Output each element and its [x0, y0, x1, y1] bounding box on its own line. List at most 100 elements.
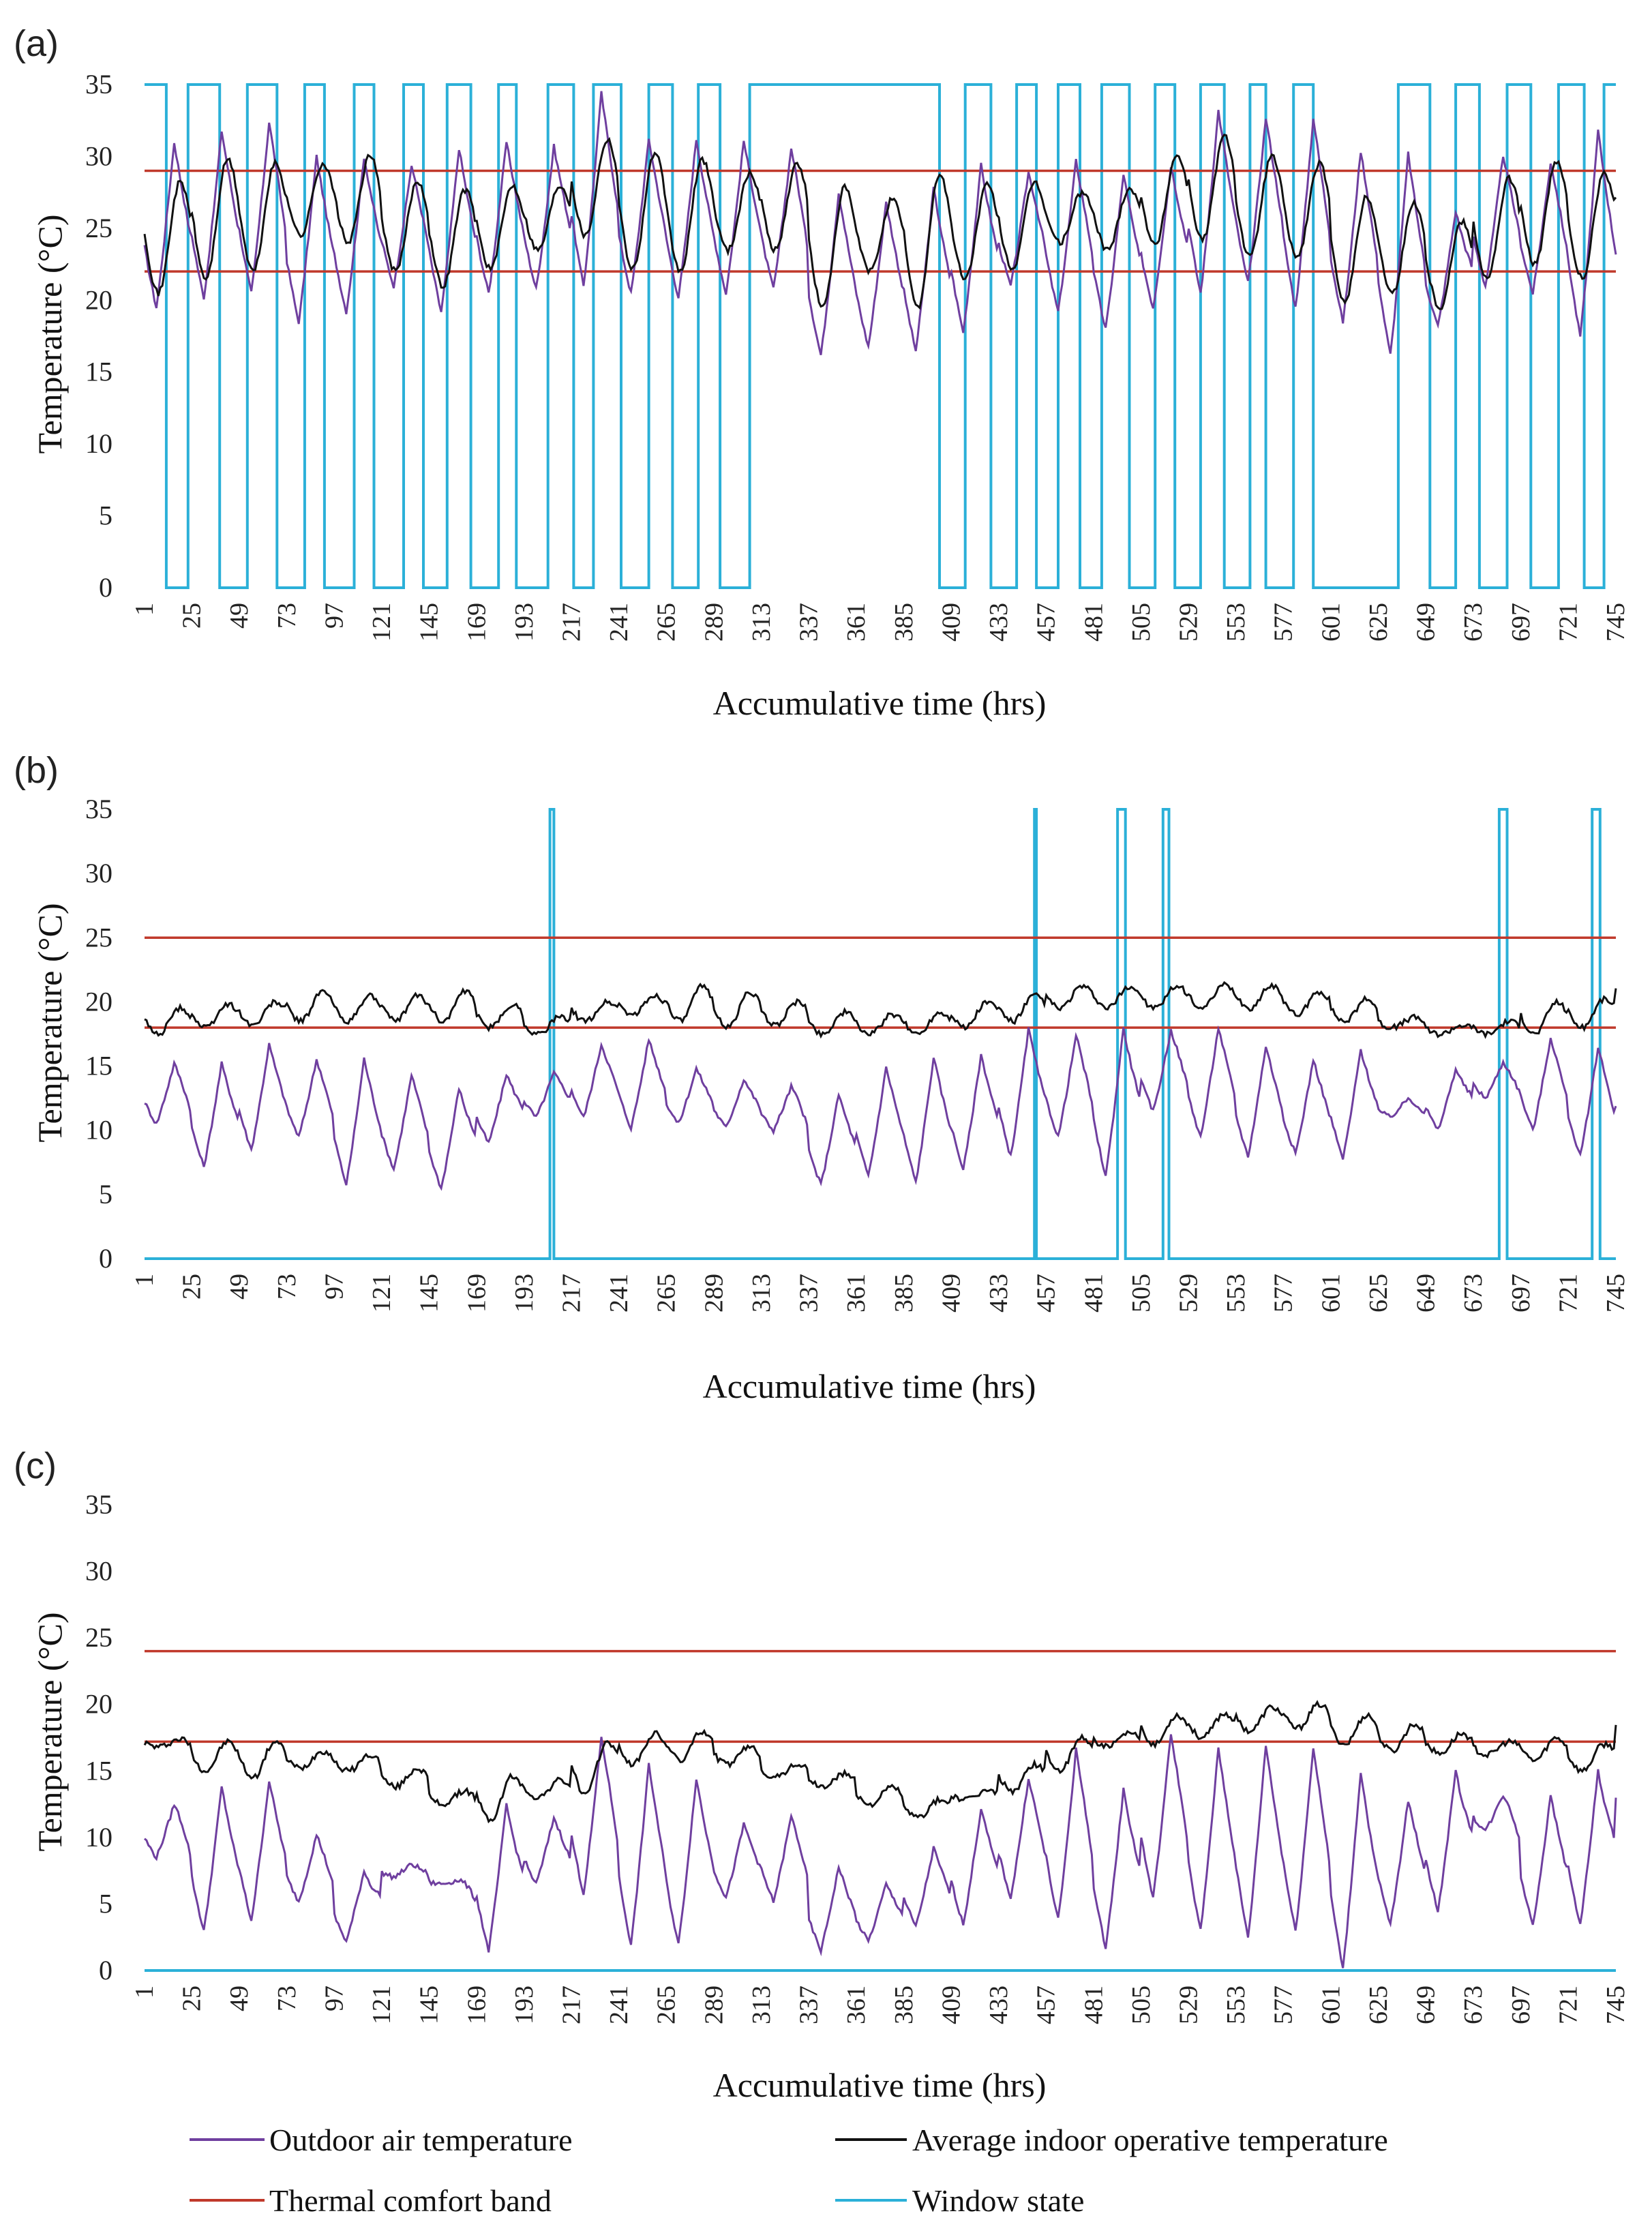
panel-a-xtick: 433 — [985, 603, 1013, 642]
panel-c-xtick: 217 — [558, 1985, 586, 2024]
panel-a-xtick: 697 — [1507, 603, 1535, 642]
panel-a-xtick: 1 — [130, 603, 159, 616]
panel-c-xtick: 697 — [1507, 1985, 1535, 2024]
panel-b-ytick: 35 — [85, 794, 112, 824]
panel-b-ytick: 0 — [99, 1243, 112, 1274]
panel-c-xtick: 649 — [1412, 1985, 1441, 2024]
panel-b-xtick: 529 — [1174, 1274, 1203, 1313]
panel-c-xtick: 25 — [178, 1985, 207, 2011]
panel-a-xtick: 121 — [367, 603, 396, 642]
panel-b-ytick: 10 — [85, 1115, 112, 1145]
panel-b-xtick: 553 — [1222, 1274, 1250, 1313]
panel-b-xtick: 337 — [795, 1274, 824, 1313]
panel-a-xtick: 481 — [1079, 603, 1108, 642]
panel-c-xtick: 361 — [842, 1985, 871, 2024]
panel-b-xtick: 577 — [1270, 1274, 1298, 1313]
panel-a-ytick: 35 — [85, 69, 112, 100]
panel-a-xtick: 73 — [273, 603, 301, 629]
panel-b-xtick: 169 — [462, 1274, 491, 1313]
legend-label-indoor: Average indoor operative temperature — [912, 2123, 1388, 2157]
panel-a-xtick: 193 — [510, 603, 539, 642]
panel-a-xtick: 505 — [1127, 603, 1156, 642]
legend-label-comfort: Thermal comfort band — [269, 2183, 552, 2218]
panel-c-xtick: 385 — [890, 1985, 918, 2024]
panel-a-xtick: 673 — [1459, 603, 1488, 642]
panel-c-xtick: 481 — [1079, 1985, 1108, 2024]
panel-b-xtick: 649 — [1412, 1274, 1441, 1313]
panel-a-xtick: 529 — [1174, 603, 1203, 642]
panel-c-xtick: 505 — [1127, 1985, 1156, 2024]
panel-b-xtick: 265 — [652, 1274, 681, 1313]
panel-a-xtick: 409 — [937, 603, 965, 642]
panel-c-ytick: 20 — [85, 1689, 112, 1720]
panel-c-ytick: 30 — [85, 1556, 112, 1587]
panel-c-xtick: 721 — [1554, 1985, 1582, 2024]
panel-a-xtick: 337 — [795, 603, 824, 642]
panel-b-label: (b) — [14, 750, 59, 791]
panel-c-xtick: 193 — [510, 1985, 539, 2024]
panel-b-ytick: 30 — [85, 858, 112, 888]
legend-label-outdoor: Outdoor air temperature — [269, 2123, 572, 2157]
panel-c-xlabel: Accumulative time (hrs) — [713, 2066, 1047, 2104]
panel-a-xtick: 313 — [747, 603, 776, 642]
panel-b-ytick: 20 — [85, 986, 112, 1017]
panel-a-xtick: 361 — [842, 603, 871, 642]
panel-c-xtick: 145 — [415, 1985, 444, 2024]
panel-b-xtick: 625 — [1364, 1274, 1393, 1313]
panel-a-indoor-line — [143, 133, 1617, 310]
panel-b-xtick: 145 — [415, 1274, 444, 1313]
panel-c-xtick: 577 — [1270, 1985, 1298, 2024]
panel-c-xtick: 601 — [1317, 1985, 1345, 2024]
panel-c-xtick: 553 — [1222, 1985, 1250, 2024]
panel-c-xtick: 169 — [462, 1985, 491, 2024]
panel-b: (b) Temperature (°C) Accumulative time (… — [14, 750, 1630, 1405]
panel-c-xtick: 433 — [985, 1985, 1013, 2024]
panel-b-xtick: 385 — [890, 1274, 918, 1313]
panel-c-xtick: 73 — [273, 1985, 301, 2011]
panel-b-xlabel: Accumulative time (hrs) — [703, 1367, 1036, 1405]
panel-b-xtick: 721 — [1554, 1274, 1582, 1313]
panel-a-ytick: 20 — [85, 284, 112, 315]
panel-c-xtick: 241 — [605, 1985, 633, 2024]
panel-c-xtick: 673 — [1459, 1985, 1488, 2024]
panel-b-xtick: 73 — [273, 1274, 301, 1300]
panel-a-xtick: 457 — [1032, 603, 1061, 642]
panel-a-xtick: 49 — [225, 603, 254, 629]
panel-b-indoor-line — [144, 980, 1617, 1039]
panel-b-xtick: 121 — [367, 1274, 396, 1313]
panel-c-ytick: 0 — [99, 1955, 112, 1985]
panel-b-ytick: 5 — [99, 1179, 112, 1210]
panel-a-xtick: 25 — [178, 603, 207, 629]
panel-b-xtick: 505 — [1127, 1274, 1156, 1313]
panel-a-outdoor-line — [143, 91, 1617, 355]
panel-a-xtick: 649 — [1412, 603, 1441, 642]
panel-b-xtick: 241 — [605, 1274, 633, 1313]
panel-c-indoor-line — [143, 1700, 1617, 1824]
panel-c-xtick: 625 — [1364, 1985, 1393, 2024]
panel-c-xtick: 313 — [747, 1985, 776, 2024]
panel-a-xtick: 97 — [320, 603, 348, 629]
panel-c-xtick: 49 — [225, 1985, 254, 2011]
panel-a-ytick: 5 — [99, 500, 112, 531]
panel-a-xtick: 601 — [1317, 603, 1345, 642]
panel-a-xtick: 289 — [700, 603, 728, 642]
panel-a-label: (a) — [14, 23, 59, 64]
panel-a-ytick: 30 — [85, 140, 112, 171]
panel-c-xtick: 529 — [1174, 1985, 1203, 2024]
panel-c-ylabel: Temperature (°C) — [31, 1612, 69, 1851]
panel-a-xtick: 577 — [1270, 603, 1298, 642]
panel-c-ytick: 10 — [85, 1822, 112, 1853]
panel-a-xlabel: Accumulative time (hrs) — [713, 684, 1047, 722]
panel-b-xtick: 49 — [225, 1274, 254, 1300]
panel-b-xtick: 745 — [1602, 1274, 1630, 1313]
panel-b-xtick: 409 — [937, 1274, 965, 1313]
panel-b-xtick: 97 — [320, 1274, 348, 1300]
panel-c-xtick: 121 — [367, 1985, 396, 2024]
panel-a-ytick: 25 — [85, 213, 112, 243]
panel-c-xtick: 337 — [795, 1985, 824, 2024]
panel-a-ytick: 10 — [85, 428, 112, 459]
panel-a-xtick: 745 — [1602, 603, 1630, 642]
panel-b-xtick: 601 — [1317, 1274, 1345, 1313]
panel-c-outdoor-line — [144, 1734, 1617, 1968]
panel-b-window-state-line — [145, 808, 1616, 1260]
